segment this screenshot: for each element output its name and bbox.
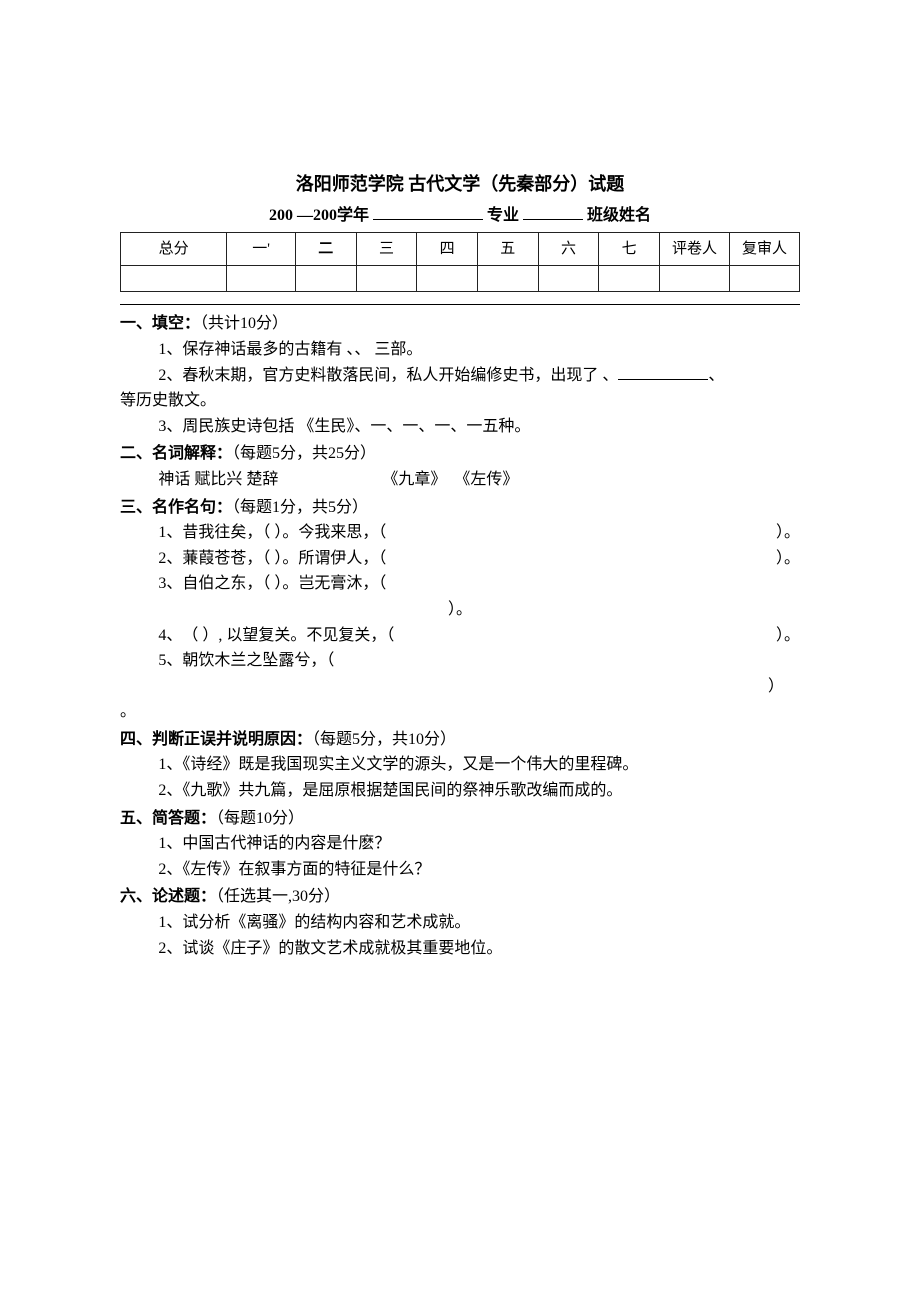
th-total: 总分 [121,233,227,266]
s3-q2-tail: ）。 [776,546,800,572]
section-2-points: （每题5分，共25分） [232,445,376,462]
td-reviewer[interactable] [730,266,800,292]
s3-q4: 4、 （ ）, 以望复关。不见复关，（ ）。 [120,623,800,649]
section-2-title: 二、名词解释： [120,445,232,462]
s3-q1-num: 1、 [158,520,182,546]
td-total[interactable] [121,266,227,292]
td-5[interactable] [477,266,538,292]
s5-item-2: 2、《左传》在叙事方面的特征是什么？ [120,857,800,883]
s4-item-2: 2、《九歌》共九篇，是屈原根据楚国民间的祭神乐歌改编而成的。 [120,778,800,804]
s3-q1-tail: ）。 [776,520,800,546]
th-2: 二 [295,233,356,266]
s3-lone-period: 。 [120,699,800,725]
th-4: 四 [417,233,478,266]
s3-q3-num: 3、 [158,571,182,597]
section-6-title: 六、论述题： [120,888,216,905]
s3-q3: 3、 自伯之东，（ ）。岂无膏沐，（ [120,571,800,597]
s1-item-2-text: 2、春秋末期，官方史料散落民间，私人开始编修史书，出现了 、 [158,367,618,384]
section-4-title: 四、判断正误并说明原因： [120,731,312,748]
exam-title: 洛阳师范学院 古代文学（先秦部分）试题 [120,170,800,199]
td-7[interactable] [599,266,660,292]
section-6-heading: 六、论述题：（任选其一,30分） [120,884,800,910]
s1-item-2-blank [618,364,708,380]
th-7: 七 [599,233,660,266]
section-5-points: （每题10分） [216,810,304,827]
s3-q4-tail: ）。 [776,623,800,649]
s3-q5: 5、 朝饮木兰之坠露兮，（ [120,648,800,674]
s1-item-2: 2、春秋末期，官方史料散落民间，私人开始编修史书，出现了 、 、 [120,363,800,389]
s6-item-2: 2、试谈《庄子》的散文艺术成就极其重要地位。 [120,936,800,962]
th-5: 五 [477,233,538,266]
year-blank [373,204,483,220]
major-label: 专业 [487,207,519,224]
section-2-heading: 二、名词解释：（每题5分，共25分） [120,441,800,467]
s4-item-1: 1、《诗经》既是我国现实主义文学的源头，又是一个伟大的里程碑。 [120,752,800,778]
s3-q5-num: 5、 [158,648,182,674]
section-5-title: 五、简答题： [120,810,216,827]
td-3[interactable] [356,266,417,292]
score-table-header-row: 总分 一' 二 三 四 五 六 七 评卷人 复审人 [121,233,800,266]
s3-q2-text: 蒹葭苍苍，（ ）。所谓伊人，（ [182,546,776,572]
s1-item-3: 3、周民族史诗包括 《生民》、一、一、一、一五种。 [120,414,800,440]
year-prefix: 200 —200学年 [269,207,369,224]
s1-item-2-continue: 等历史散文。 [120,388,800,414]
td-1[interactable] [227,266,296,292]
s3-q4-num: 4、 [158,623,182,649]
s1-item-2-sep: 、 [708,367,724,384]
major-blank [523,204,583,220]
section-3-title: 三、名作名句： [120,499,232,516]
s3-q3-row2: ）。 [120,597,800,623]
th-1: 一' [227,233,296,266]
section-6-points: （任选其一,30分） [216,888,340,905]
s5-item-1: 1、中国古代神话的内容是什麽？ [120,831,800,857]
td-2[interactable] [295,266,356,292]
section-3-points: （每题1分，共5分） [232,499,368,516]
s3-q4-text: （ ）, 以望复关。不见复关，（ [182,623,776,649]
td-4[interactable] [417,266,478,292]
section-3-heading: 三、名作名句：（每题1分，共5分） [120,495,800,521]
section-1-points: （共计10分） [200,315,288,332]
section-5-heading: 五、简答题：（每题10分） [120,806,800,832]
td-6[interactable] [538,266,599,292]
s6-item-1: 1、试分析《离骚》的结构内容和艺术成就。 [120,910,800,936]
section-4-heading: 四、判断正误并说明原因：（每题5分，共10分） [120,727,800,753]
th-3: 三 [356,233,417,266]
th-6: 六 [538,233,599,266]
s2-terms: 神话 赋比兴 楚辞 《九章》 《左传》 [120,467,800,493]
s3-q1: 1、 昔我往矣，（ ）。今我来思，（ ）。 [120,520,800,546]
score-table-value-row [121,266,800,292]
s3-q5-tail: ） [120,674,800,700]
s1-item-1: 1、保存神话最多的古籍有 、、 三部。 [120,337,800,363]
exam-header-line: 200 —200学年 专业 班级姓名 [120,203,800,229]
section-1-heading: 一、填空：（共计10分） [120,311,800,337]
s3-q3-text: 自伯之东，（ ）。岂无膏沐，（ [182,571,800,597]
s3-q1-text: 昔我往矣，（ ）。今我来思，（ [182,520,776,546]
th-reviewer: 复审人 [730,233,800,266]
s3-q2-num: 2、 [158,546,182,572]
score-table: 总分 一' 二 三 四 五 六 七 评卷人 复审人 [120,232,800,292]
divider [120,304,800,305]
section-4-points: （每题5分，共10分） [312,731,456,748]
section-1-title: 一、填空： [120,315,200,332]
class-label: 班级姓名 [587,207,651,224]
th-grader: 评卷人 [660,233,730,266]
s3-q5-text: 朝饮木兰之坠露兮，（ [182,648,800,674]
td-grader[interactable] [660,266,730,292]
s3-q2: 2、 蒹葭苍苍，（ ）。所谓伊人，（ ）。 [120,546,800,572]
